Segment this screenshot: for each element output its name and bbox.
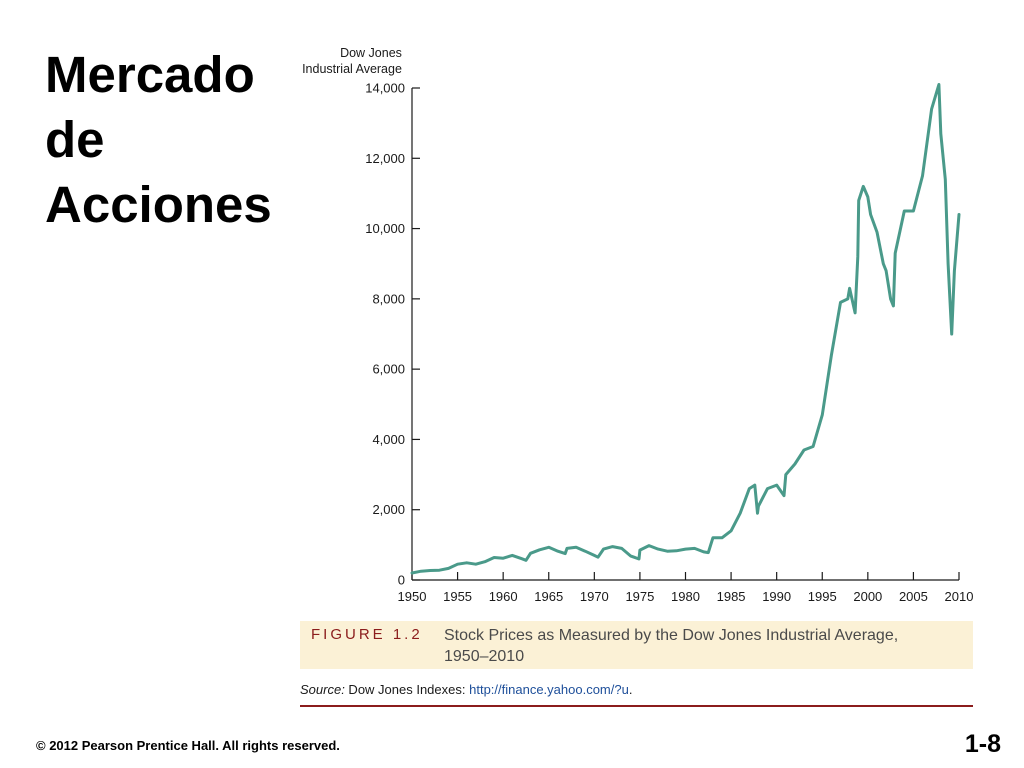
- series: [410, 83, 961, 575]
- x-tick-label: 1980: [671, 589, 700, 604]
- y-tick-label: 4,000: [372, 432, 405, 447]
- y-tick-label: 0: [398, 573, 405, 588]
- dow-jones-line-chart: Dow Jones Industrial Average 0 2,000 4,000…: [302, 46, 973, 605]
- x-tick-label: 2005: [899, 589, 928, 604]
- figure-caption: Stock Prices as Measured by the Dow Jone…: [444, 627, 899, 665]
- slide-title: Mercado de Acciones: [45, 42, 295, 237]
- x-tick-label: 1960: [489, 589, 518, 604]
- x-tick-label: 1975: [625, 589, 654, 604]
- figure-caption-box: FIGURE 1.2 Stock Prices as Measured by t…: [300, 621, 973, 669]
- source-text: Dow Jones Indexes:: [344, 682, 470, 697]
- x-tick-label: 1990: [762, 589, 791, 604]
- slide-number: 1-8: [964, 730, 1001, 758]
- source-link[interactable]: http://finance.yahoo.com/?u: [469, 682, 629, 697]
- x-tick-label: 1970: [580, 589, 609, 604]
- y-tick-label: 12,000: [365, 151, 405, 166]
- x-tick-label: 1985: [717, 589, 746, 604]
- title-line: Mercado: [45, 46, 255, 103]
- source-line: Source: Dow Jones Indexes: http://financ…: [300, 682, 632, 697]
- y-tick-label: 2,000: [372, 502, 405, 517]
- y-tick-label: 14,000: [365, 81, 405, 96]
- dow-jones-series-line: [410, 83, 961, 575]
- axes: [411, 88, 959, 581]
- source-end: .: [628, 682, 633, 697]
- x-tick-label: 1995: [808, 589, 837, 604]
- y-tick-label: 10,000: [365, 221, 405, 236]
- title-line: Acciones: [45, 176, 272, 233]
- y-tick-label: 8,000: [372, 291, 405, 306]
- x-tick-label: 1950: [398, 589, 427, 604]
- source-label: Source:: [300, 682, 345, 697]
- y-axis-label: Dow Jones: [340, 46, 402, 60]
- copyright-notice: © 2012 Pearson Prentice Hall. All rights…: [36, 738, 340, 753]
- x-tick-label: 1955: [443, 589, 472, 604]
- ticks: 0 2,000 4,000 6,000 8,000 10,000 12,000 14,000 1…: [365, 81, 973, 605]
- x-tick-label: 1965: [534, 589, 563, 604]
- x-tick-label: 2000: [853, 589, 882, 604]
- source-divider: [300, 705, 973, 707]
- figure-label: FIGURE 1.2: [311, 626, 423, 643]
- y-axis-label: Industrial Average: [302, 62, 402, 76]
- title-line: de: [45, 111, 105, 168]
- x-tick-label: 2010: [945, 589, 974, 604]
- y-tick-label: 6,000: [372, 362, 405, 377]
